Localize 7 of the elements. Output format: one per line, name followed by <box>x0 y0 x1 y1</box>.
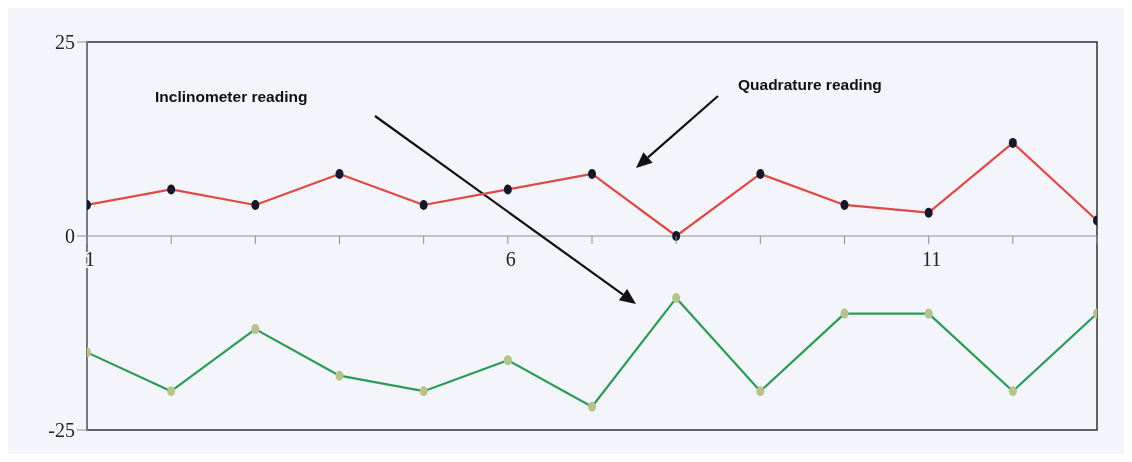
annotation: Quadrature reading <box>738 76 882 93</box>
y-tick-label: -25 <box>48 419 75 442</box>
x-tick-label: 11 <box>922 248 942 270</box>
y-tick-label: 25 <box>55 31 75 54</box>
annotation: Inclinometer reading <box>155 88 308 105</box>
y-tick-label: 0 <box>65 225 75 248</box>
x-tick-label: 6 <box>505 248 516 270</box>
